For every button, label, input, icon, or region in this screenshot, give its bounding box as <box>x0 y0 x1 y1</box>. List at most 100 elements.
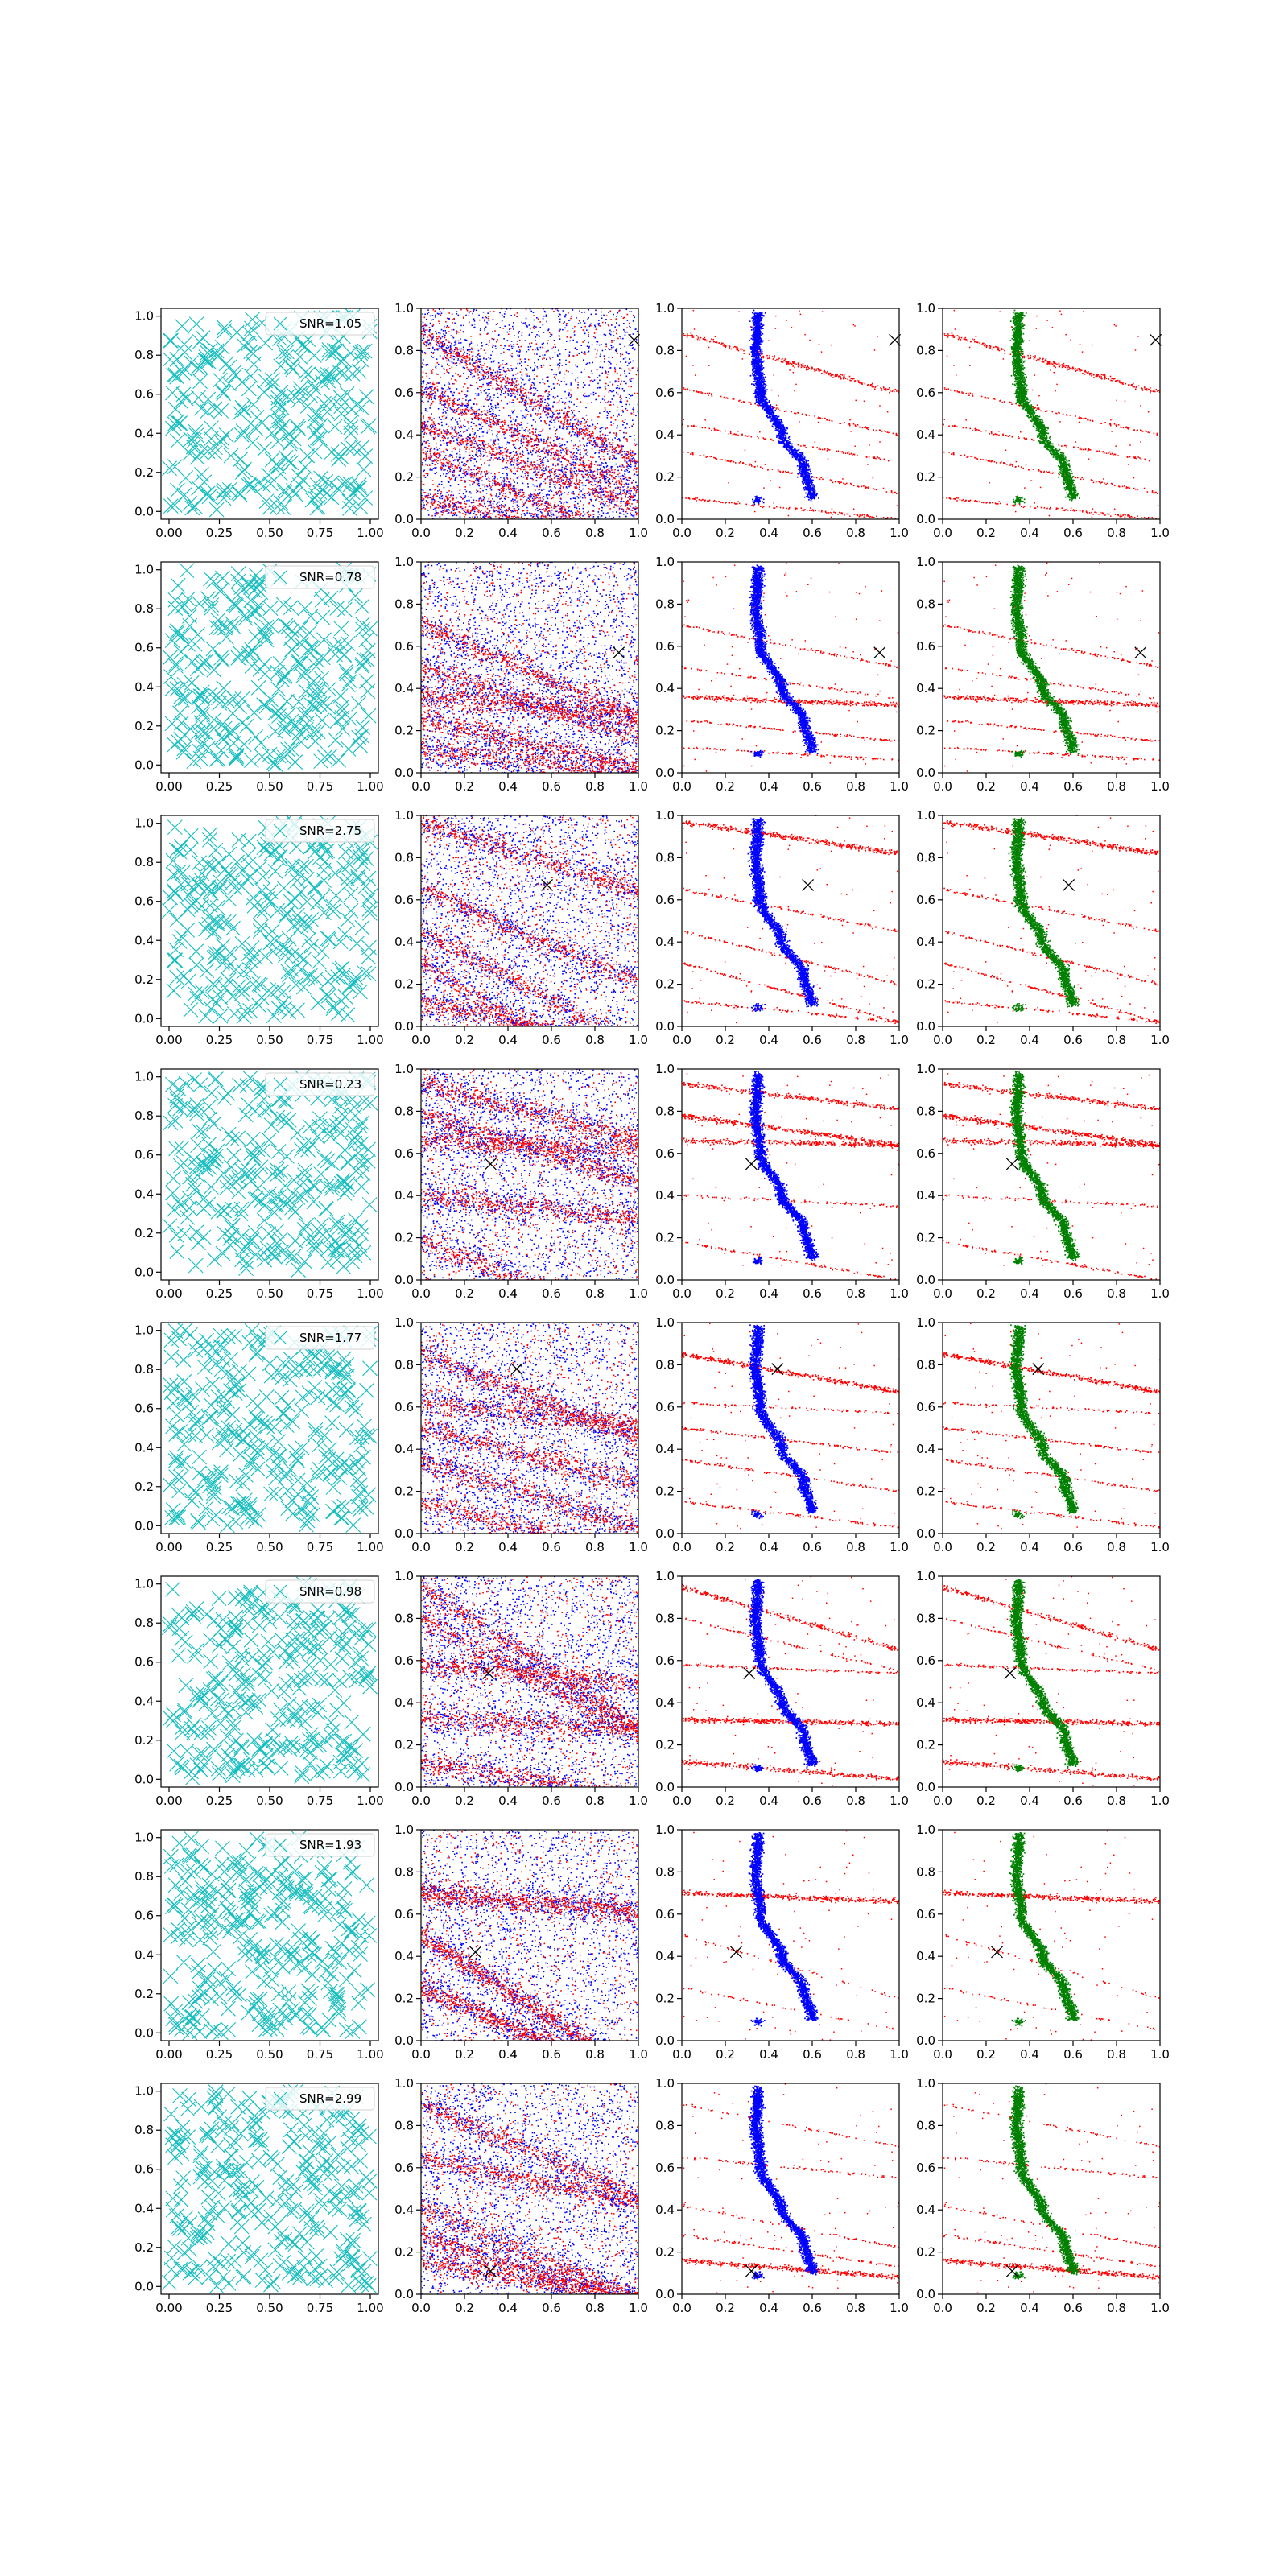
row2-col3-ytick-label: 0.4 <box>655 681 675 696</box>
row8-col4-frame <box>943 2083 1160 2294</box>
row6-col1-legend: SNR=0.98 <box>266 1580 374 1603</box>
row6-col3-panel: 0.0 0.2 0.4 0.6 0.8 1.00.00.20.40.60.81.0 <box>655 1569 909 1808</box>
row7-col3-ytick-label: 0.2 <box>655 1992 675 2006</box>
row8-col2-ytick-label: 0.0 <box>394 2287 414 2301</box>
row5-col3-ytick-label: 0.6 <box>655 1400 675 1414</box>
row5-col3-xtick-label: 0.4 <box>759 1540 778 1554</box>
row2-col2-ytick-label: 0.2 <box>394 724 414 738</box>
row3-col2-xtick-label: 0.6 <box>542 1033 561 1047</box>
row6-col3-frame <box>682 1576 899 1787</box>
row6-col1-xtick-label: 1.00 <box>357 1794 383 1808</box>
row4-col3-xtick-label: 1.0 <box>890 1286 909 1301</box>
row2-col1-ytick-label: 0.4 <box>134 679 154 694</box>
row5-col3-points <box>681 1322 899 1529</box>
row1-col1-xtick-label: 0.25 <box>206 526 233 540</box>
row6-col3-ytick-label: 0.4 <box>655 1695 675 1710</box>
row3-col4-xtick-label: 0.2 <box>976 1033 996 1047</box>
row3-col4-points <box>943 815 1161 1024</box>
row6-col2-ytick-label: 0.0 <box>394 1780 414 1794</box>
row8-col1-legend-label: SNR=2.99 <box>299 2091 361 2106</box>
row7-col1-ytick-label: 0.8 <box>134 1869 154 1884</box>
row5-col3-panel: 0.0 0.2 0.4 0.6 0.8 1.00.00.20.40.60.81.0 <box>655 1315 909 1554</box>
row5-col4-ytick-label: 0.2 <box>916 1484 935 1499</box>
row5-col1-ytick-label: 1.0 <box>134 1323 154 1338</box>
row2-col3-points <box>681 563 899 772</box>
row5-col1-xtick-label: 1.00 <box>357 1540 383 1554</box>
row7-col4-xtick-label: 0.8 <box>1107 2047 1126 2062</box>
row8-col3-xtick-label: 1.0 <box>890 2301 909 2315</box>
row3-col4-frame <box>943 815 1160 1026</box>
row5-col2-xtick-label: 0.2 <box>455 1540 474 1554</box>
row6-col1-panel: 0.00 0.25 0.50 0.75 1.000.00.20.40.60.81.0SN… <box>134 1576 384 1808</box>
row4-col3-frame <box>682 1069 899 1280</box>
row1-col2-ytick-label: 0.2 <box>394 470 414 485</box>
row5-col1-ytick-label: 0.8 <box>134 1362 154 1377</box>
row2-col4-ytick-label: 0.2 <box>916 724 935 738</box>
row4-col2-ytick-label: 1.0 <box>394 1062 414 1076</box>
row4-col3-xtick-label: 0.8 <box>846 1286 865 1301</box>
row6-col2-points <box>420 1575 639 1816</box>
row4-col4-xtick-label: 0.4 <box>1020 1286 1039 1301</box>
row1-col1-frame <box>161 308 378 519</box>
row7-col3-ytick-label: 0.4 <box>655 1949 675 1963</box>
row1-col2-xtick-label: 0.4 <box>498 526 518 540</box>
row7-col3-xtick-label: 0.4 <box>759 2047 778 2062</box>
row2-col4-xtick-label: 0.2 <box>976 779 996 794</box>
row2-col2-xtick-label: 1.0 <box>629 779 648 794</box>
row7-col4-ytick-label: 0.8 <box>916 1864 935 1879</box>
row1-col2-points <box>420 308 638 558</box>
row6-col3-points <box>681 1576 899 1786</box>
row8-col1-markers <box>162 2084 377 2293</box>
row5-col4-points <box>942 1322 1160 1529</box>
row7-col3-xtick-label: 1.0 <box>890 2047 909 2062</box>
row8-col3-xtick-label: 0.6 <box>803 2301 822 2315</box>
row3-col4-xtick-label: 0.8 <box>1107 1033 1126 1047</box>
row1-col1-ytick-label: 0.0 <box>134 504 154 518</box>
row4-col2-xtick-label: 0.4 <box>498 1286 518 1301</box>
row5-col2-xtick-label: 0.6 <box>542 1540 561 1554</box>
row2-col2-xtick-label: 0.6 <box>542 779 561 794</box>
row3-col2-ytick-label: 0.2 <box>394 977 414 992</box>
row4-col4-ytick-label: 1.0 <box>916 1062 935 1076</box>
row6-col4-xtick-label: 0.0 <box>933 1794 952 1808</box>
row4-col1-xtick-label: 0.75 <box>307 1286 333 1301</box>
row6-col3-ytick-label: 0.0 <box>655 1780 675 1794</box>
row2-col4-ytick-label: 0.6 <box>916 639 935 654</box>
row5-col2-ytick-label: 0.4 <box>394 1442 414 1456</box>
row6-col4-xtick-label: 0.6 <box>1063 1794 1083 1808</box>
row5-col2-panel: 0.0 0.2 0.4 0.6 0.8 1.00.00.20.40.60.81.0 <box>394 1315 648 1570</box>
row3-col1-ytick-label: 0.6 <box>134 894 154 909</box>
row7-col1-legend: SNR=1.93 <box>266 1834 374 1856</box>
row5-col4-xtick-label: 0.8 <box>1107 1540 1126 1554</box>
row6-col3-xtick-label: 0.4 <box>759 1794 778 1808</box>
row7-col4-ytick-label: 1.0 <box>916 1823 935 1837</box>
row3-col3-ytick-label: 0.4 <box>655 935 675 949</box>
row3-col3-panel: 0.0 0.2 0.4 0.6 0.8 1.00.00.20.40.60.81.0 <box>655 808 909 1047</box>
row4-col4-xtick-label: 0.8 <box>1107 1286 1126 1301</box>
row6-col2-xtick-label: 0.0 <box>411 1794 431 1808</box>
row1-col3-xtick-label: 1.0 <box>890 526 909 540</box>
row5-col4-xtick-label: 1.0 <box>1150 1540 1170 1554</box>
row5-col2-cross-marker <box>511 1364 522 1375</box>
row3-col1-ytick-label: 0.8 <box>134 855 154 869</box>
row4-col1-xtick-label: 0.00 <box>155 1286 182 1301</box>
row1-col1-legend: SNR=1.05 <box>266 312 374 335</box>
row2-col2-ytick-label: 1.0 <box>394 555 414 569</box>
row8-col3-frame <box>682 2083 899 2294</box>
row5-col3-ytick-label: 0.0 <box>655 1526 675 1541</box>
row8-col3-ytick-label: 0.6 <box>655 2161 675 2175</box>
row2-col4-axes: 0.0 0.2 0.4 0.6 0.8 1.00.00.20.40.60.81.0 <box>916 555 1170 794</box>
row2-col1-ytick-label: 0.6 <box>134 641 154 655</box>
row1-col1-ytick-label: 0.8 <box>134 348 154 362</box>
row8-col1-panel: 0.00 0.25 0.50 0.75 1.000.00.20.40.60.81.0SN… <box>134 2083 384 2315</box>
row2-col3-ytick-label: 0.8 <box>655 597 675 611</box>
row8-col2-panel: 0.0 0.2 0.4 0.6 0.8 1.00.00.20.40.60.81.0 <box>394 2076 648 2321</box>
row2-col2-frame <box>421 562 638 773</box>
row8-col2-ytick-label: 0.4 <box>394 2202 414 2217</box>
row7-col2-points <box>420 1829 639 2092</box>
row5-col4-xtick-label: 0.6 <box>1063 1540 1083 1554</box>
row1-col2-xtick-label: 0.0 <box>411 526 431 540</box>
row8-col3-ytick-label: 1.0 <box>655 2076 675 2091</box>
row3-col4-ytick-label: 0.4 <box>916 935 935 949</box>
row2-col4-cross-marker <box>1135 647 1146 658</box>
